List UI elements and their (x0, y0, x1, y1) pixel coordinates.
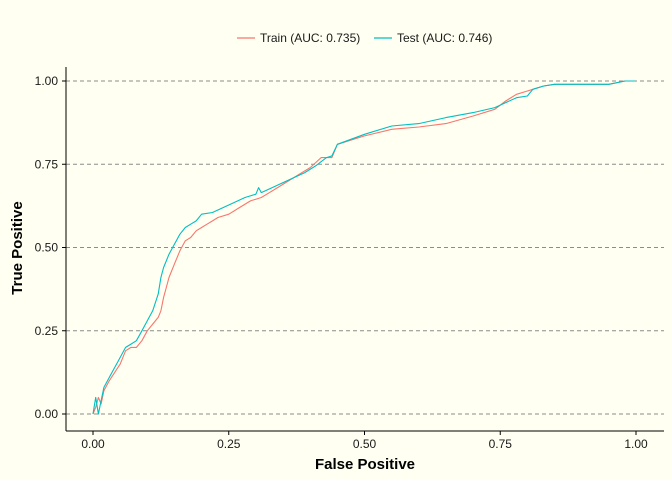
y-tick-label: 0.50 (35, 241, 59, 255)
y-tick-label: 0.25 (35, 324, 59, 338)
x-tick-label: 0.75 (489, 437, 513, 451)
legend-label-test: Test (AUC: 0.746) (397, 31, 492, 45)
grid-lines (66, 80, 664, 415)
series-line-train (92, 80, 636, 415)
x-tick-label: 0.25 (217, 437, 241, 451)
y-ticks: 0.00 0.25 0.50 0.75 1.00 (35, 74, 66, 421)
x-tick-label: 1.00 (624, 437, 648, 451)
y-tick-label: 0.00 (35, 407, 59, 421)
y-axis-title: True Positive (9, 201, 26, 294)
x-tick-label: 0.00 (81, 437, 105, 451)
series-lines (92, 80, 636, 415)
y-tick-label: 1.00 (35, 74, 59, 88)
axes (65, 67, 664, 432)
x-ticks: 0.00 0.25 0.50 0.75 1.00 (81, 431, 648, 451)
legend-label-train: Train (AUC: 0.735) (260, 31, 360, 45)
x-axis-title: False Positive (315, 456, 415, 473)
series-line-test (92, 80, 636, 415)
y-tick-label: 0.75 (35, 157, 59, 171)
legend: Train (AUC: 0.735) Test (AUC: 0.746) (237, 31, 492, 45)
x-tick-label: 0.50 (353, 437, 377, 451)
